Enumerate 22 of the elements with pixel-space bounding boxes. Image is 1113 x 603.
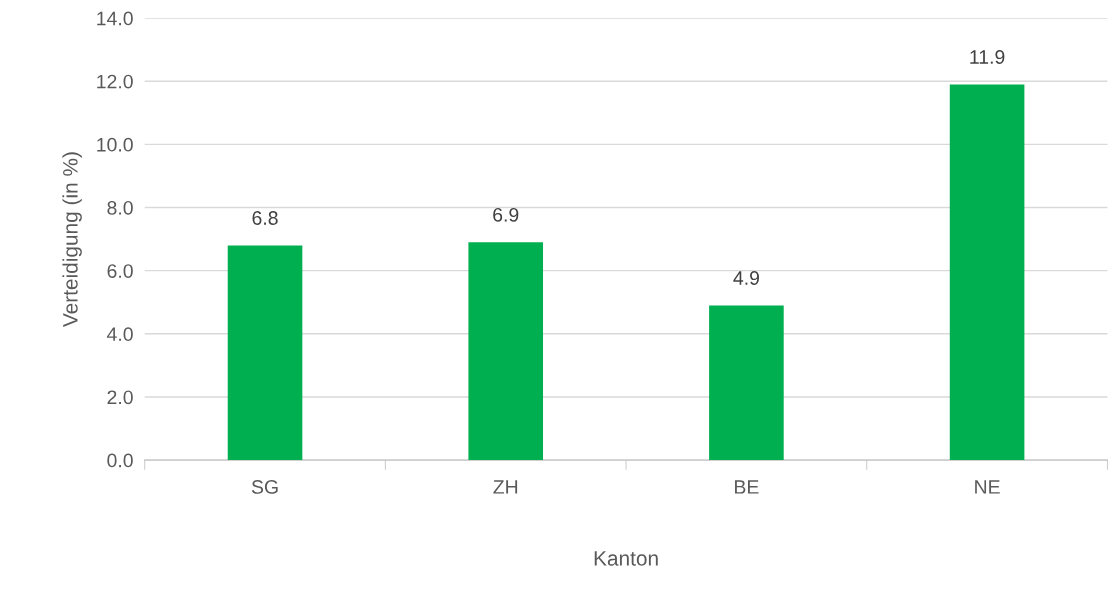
x-axis-title: Kanton xyxy=(594,551,658,566)
bar xyxy=(227,245,303,461)
x-tick-label: BE xyxy=(735,480,759,494)
y-tick-label: 14.0 xyxy=(97,11,133,26)
y-tick-label: 6.0 xyxy=(107,264,133,278)
y-axis-title: Verteidigung (in %) xyxy=(62,152,82,328)
data-label: 11.9 xyxy=(970,50,1005,64)
x-tick-label: SG xyxy=(251,480,278,494)
x-tick-label: ZH xyxy=(493,480,518,494)
y-tick-label: 12.0 xyxy=(97,74,133,89)
y-tick-label: 10.0 xyxy=(97,137,133,152)
y-tick-label: 4.0 xyxy=(107,327,133,342)
bar xyxy=(949,84,1025,461)
data-label: 6.8 xyxy=(252,211,278,225)
y-tick-label: 0.0 xyxy=(107,453,133,468)
bar xyxy=(468,242,544,461)
data-label: 4.9 xyxy=(733,271,759,285)
bar xyxy=(709,305,784,461)
y-tick-label: 2.0 xyxy=(107,390,133,405)
x-tick-label: NE xyxy=(975,480,1000,494)
data-label: 6.9 xyxy=(493,207,519,222)
y-tick-label: 8.0 xyxy=(107,200,133,215)
